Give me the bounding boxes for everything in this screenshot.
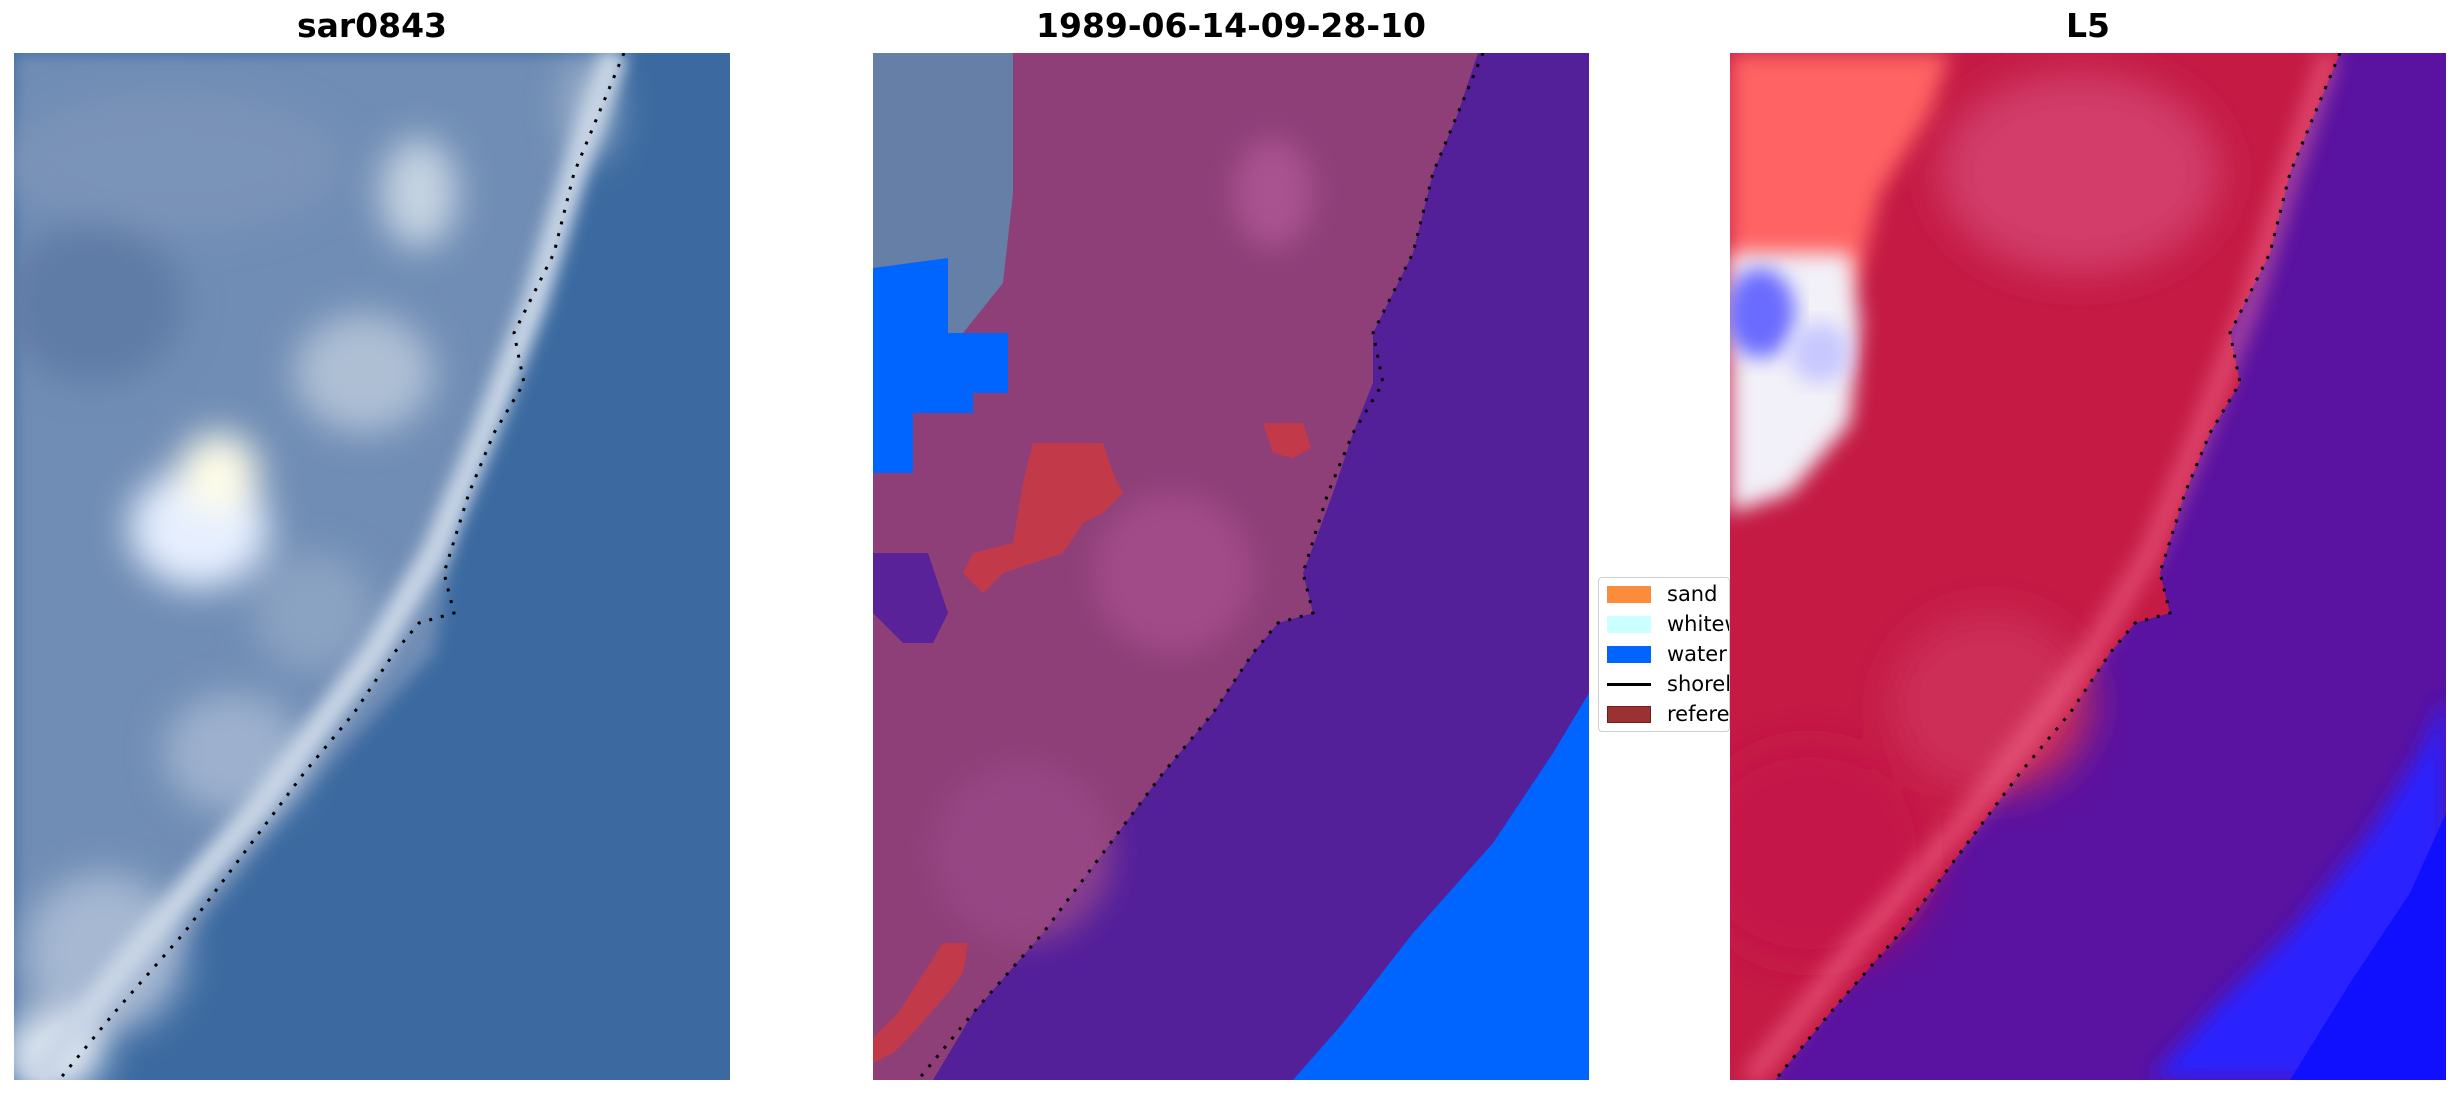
panel-title-classified: 1989-06-14-09-28-10 [1036, 6, 1426, 45]
legend-item-shoreline: shoreline [1607, 670, 1730, 698]
legend-label-reference: reference [1667, 702, 1730, 726]
classified-image [873, 53, 1589, 1080]
reference-patch [963, 443, 1123, 593]
legend-label-water: water [1667, 642, 1727, 666]
index-image-panel [1730, 53, 2446, 1080]
panel-title-rgb: sar0843 [296, 6, 448, 45]
reference-patch [1263, 423, 1311, 458]
rgb-image-panel [14, 53, 730, 1080]
legend-swatch-shoreline [1607, 682, 1651, 686]
legend-swatch-reference [1607, 705, 1651, 723]
index-image [1730, 53, 2446, 1080]
rgb-satellite-image [14, 53, 730, 1080]
legend-swatch-whitewater [1607, 615, 1651, 633]
classified-image-panel [873, 53, 1589, 1080]
legend-item-reference: reference [1607, 700, 1730, 728]
panel-title-index: L5 [2066, 6, 2110, 45]
legend-label-sand: sand [1667, 582, 1718, 606]
reference-patch [873, 943, 968, 1063]
legend-item-sand: sand [1607, 580, 1717, 608]
legend-item-water: water [1607, 640, 1727, 668]
legend-swatch-water [1607, 645, 1651, 663]
legend-label-shoreline: shoreline [1667, 672, 1730, 696]
legend-swatch-sand [1607, 585, 1651, 603]
